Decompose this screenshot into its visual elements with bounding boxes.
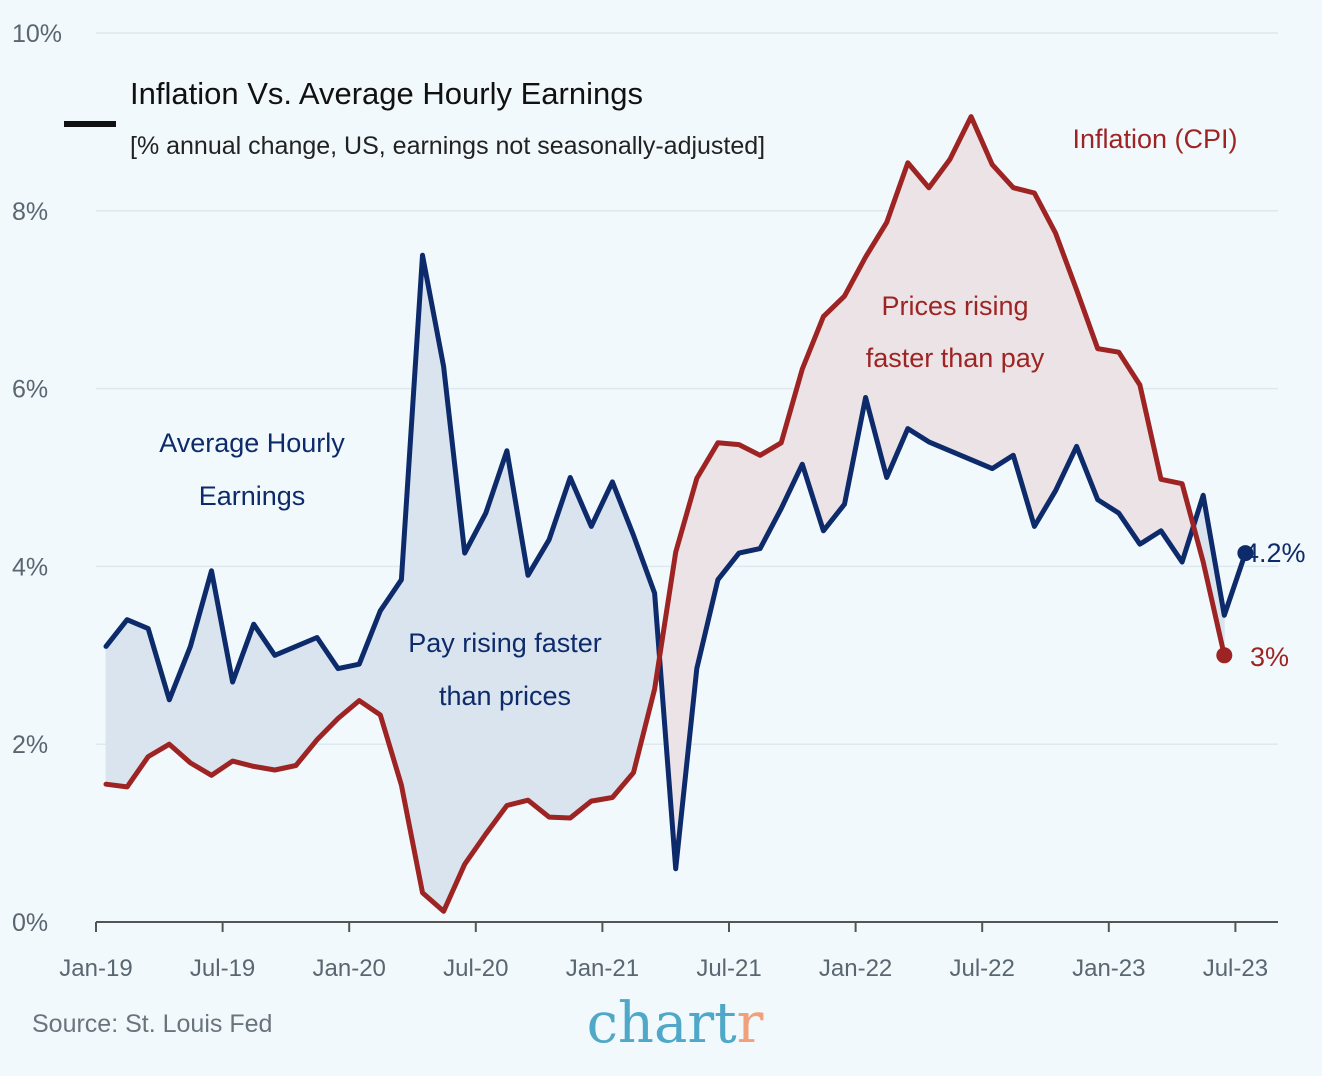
x-tick-label: Jan-22	[819, 955, 892, 982]
price-gap-fill	[823, 295, 845, 532]
series-lines	[103, 114, 1248, 914]
pay-gap-fill	[253, 622, 276, 771]
x-tick-label: Jan-19	[59, 955, 132, 982]
inflation-end-point	[1216, 647, 1233, 664]
gridlines	[96, 32, 1278, 745]
y-tick-label: 2%	[12, 731, 48, 759]
earnings-series-label-line2: Earnings	[199, 481, 306, 511]
earnings-end-point	[1237, 545, 1254, 562]
chart-subtitle: [% annual change, US, earnings not seaso…	[130, 132, 765, 160]
y-tick-label: 6%	[12, 376, 48, 404]
pay-gap-fill	[232, 624, 255, 767]
x-tick-label: Jan-23	[1072, 955, 1145, 982]
prices-faster-annotation-line2: faster than pay	[866, 343, 1045, 373]
price-gap-fill	[1097, 348, 1120, 514]
end-points	[1216, 545, 1254, 664]
x-tick-label: Jan-20	[313, 955, 386, 982]
brand-logo: chartr	[587, 991, 764, 1056]
prices-faster-annotation-line1: Prices rising	[881, 291, 1028, 321]
gap-fills	[105, 116, 1225, 913]
inflation-line	[103, 114, 1227, 914]
y-axis-ticks: 0% 2% 4% 6% 8% 10%	[12, 20, 62, 937]
inflation-series-label: Inflation (CPI)	[1072, 124, 1237, 154]
inflation-end-label: 3%	[1250, 642, 1289, 672]
earnings-series-label-line1: Average Hourly	[159, 428, 345, 458]
earnings-line	[103, 252, 1248, 872]
x-axis: Jan-19 Jul-19 Jan-20 Jul-20 Jan-21 Jul-21 Jan-…	[59, 921, 1278, 982]
y-tick-label: 10%	[12, 20, 62, 48]
pay-faster-annotation-line1: Pay rising faster	[408, 628, 602, 658]
pay-gap-fill	[527, 538, 550, 818]
x-tick-label: Jul-23	[1203, 955, 1268, 982]
pay-faster-annotation-line2: than prices	[439, 681, 571, 711]
x-tick-label: Jul-20	[443, 955, 508, 982]
source-note: Source: St. Louis Fed	[32, 1010, 272, 1038]
earnings-end-label: 4.2%	[1244, 538, 1306, 568]
price-gap-fill	[738, 443, 761, 554]
chart-title: Inflation Vs. Average Hourly Earnings	[130, 76, 643, 111]
x-tick-label: Jul-22	[950, 955, 1015, 982]
price-gap-fill	[949, 116, 972, 461]
pay-gap-fill	[274, 645, 297, 771]
x-tick-label: Jul-21	[696, 955, 761, 982]
x-tick-label: Jan-21	[566, 955, 639, 982]
x-tick-label: Jul-19	[190, 955, 255, 982]
y-tick-label: 8%	[12, 198, 48, 226]
y-tick-label: 4%	[12, 553, 48, 581]
y-tick-label: 0%	[12, 909, 48, 937]
